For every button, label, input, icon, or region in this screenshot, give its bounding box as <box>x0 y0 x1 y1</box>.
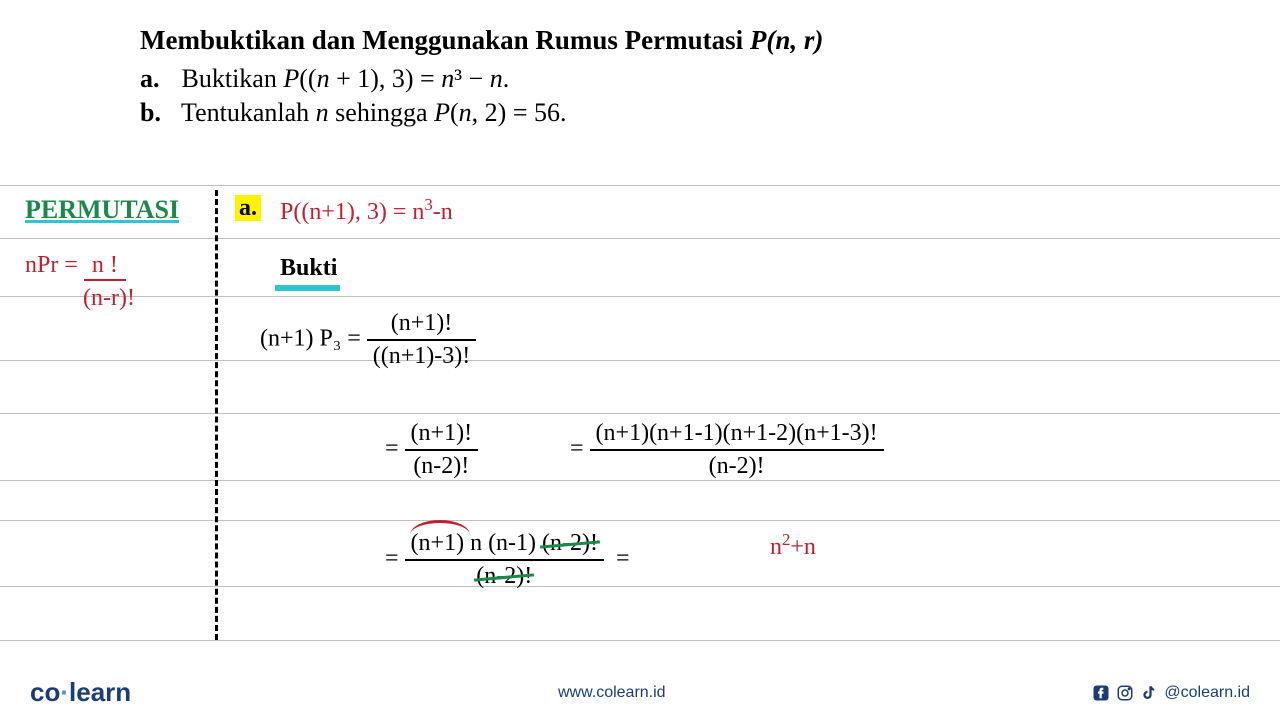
footer: co·learn www.colearn.id @colearn.id <box>0 677 1280 708</box>
problem-b: b. Tentukanlah n sehingga P(n, 2) = 56. <box>140 98 1200 128</box>
part-a-marker: a. <box>235 195 261 222</box>
bukti-underline <box>275 285 340 291</box>
intermediate-result: n2+n <box>770 530 816 561</box>
problem-a-label: a. <box>140 64 175 94</box>
bukti-label: Bukti <box>280 255 337 282</box>
website-url: www.colearn.id <box>558 684 666 702</box>
problem-a: a. Buktikan P((n + 1), 3) = n³ − n. <box>140 64 1200 94</box>
problem-b-label: b. <box>140 98 175 128</box>
social-handle: @colearn.id <box>1164 684 1250 702</box>
formula-numerator: n ! <box>84 252 126 281</box>
proof-step-3: = (n+1) n (n-1) (n-2)! (n-2)! = <box>385 530 630 590</box>
problem-header: Membuktikan dan Menggunakan Rumus Permut… <box>0 0 1280 142</box>
formula-lhs: nPr = <box>25 252 78 278</box>
proof-step-2b: = (n+1)(n+1-1)(n+1-2)(n+1-3)! (n-2)! <box>570 420 884 480</box>
vertical-divider <box>215 190 218 640</box>
part-a-equation: P((n+1), 3) = n3-n <box>280 195 453 226</box>
permutation-formula: nPr = n ! (n-r)! <box>25 252 135 312</box>
facebook-icon <box>1092 684 1110 702</box>
brand-logo: co·learn <box>30 677 131 708</box>
proof-step-2a: = (n+1)! (n-2)! <box>385 420 478 480</box>
social-links: @colearn.id <box>1092 684 1250 702</box>
sidebar-title: PERMUTASI <box>25 195 179 225</box>
tiktok-icon <box>1140 684 1158 702</box>
main-title: Membuktikan dan Menggunakan Rumus Permut… <box>140 25 1200 56</box>
formula-denominator: (n-r)! <box>25 285 135 312</box>
instagram-icon <box>1116 684 1134 702</box>
proof-step-1: (n+1) P₃ = (n+1)! ((n+1)-3)! <box>260 310 476 370</box>
